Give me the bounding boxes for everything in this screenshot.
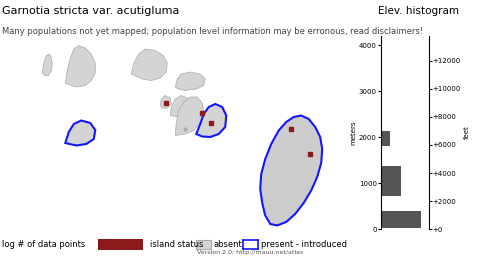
Polygon shape (42, 54, 52, 76)
Bar (381, 131, 390, 146)
Text: Version 2.0; http://mauu.net/atlas: Version 2.0; http://mauu.net/atlas (197, 250, 303, 255)
Text: Elev. histogram: Elev. histogram (378, 6, 458, 16)
Text: island status: island status (150, 240, 204, 249)
Polygon shape (191, 111, 206, 125)
Polygon shape (170, 95, 188, 117)
Text: log # of data points: log # of data points (2, 240, 86, 249)
Bar (381, 166, 401, 196)
Polygon shape (132, 49, 168, 81)
Polygon shape (160, 95, 172, 108)
Text: absent: absent (214, 240, 243, 249)
Y-axis label: meters: meters (350, 120, 356, 145)
Polygon shape (176, 72, 205, 91)
Bar (381, 211, 422, 228)
Text: Garnotia stricta var. acutigluma: Garnotia stricta var. acutigluma (2, 6, 180, 16)
Polygon shape (66, 46, 96, 87)
Y-axis label: feet: feet (464, 126, 470, 139)
Text: present - introduced: present - introduced (261, 240, 347, 249)
Polygon shape (176, 97, 204, 135)
Polygon shape (196, 104, 226, 137)
Polygon shape (66, 121, 96, 145)
Polygon shape (260, 115, 322, 226)
Text: Many populations not yet mapped; population level information may be erronous, r: Many populations not yet mapped; populat… (2, 27, 424, 36)
